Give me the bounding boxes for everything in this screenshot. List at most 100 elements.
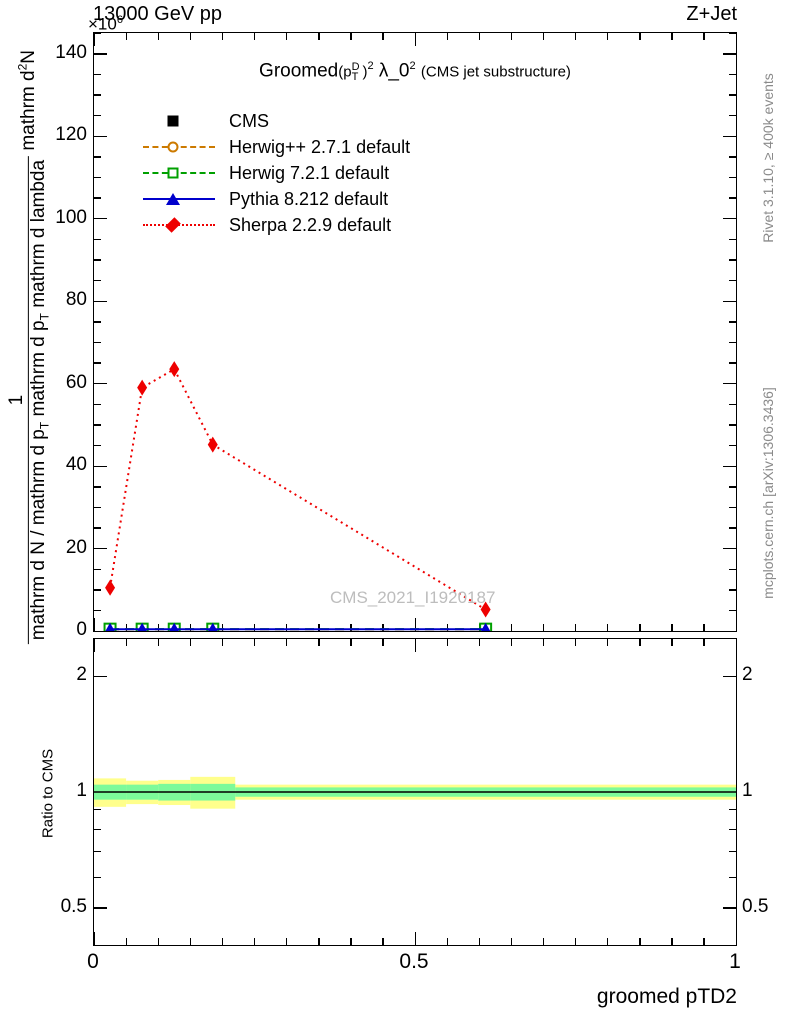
legend-entry-cms[interactable]: CMS [143,108,410,134]
tick-mark [729,114,736,117]
mcplots-reference-annotation: mcplots.cern.ch [arXiv:1306.3436] [760,387,776,599]
tick-mark [189,624,192,631]
tick-mark [723,465,736,467]
tick-mark [478,33,481,40]
legend-key-pythia [143,186,215,212]
y-axis-fraction-denominator: mathrm d N / mathrm d pT mathrm d pT mat… [27,156,52,644]
legend-entry-herwig7[interactable]: Herwig 7.2.1 default [143,160,410,186]
tick-mark [729,321,736,323]
tick-mark [94,876,101,879]
ratio-inner-band [126,784,159,800]
tick-mark [723,53,736,55]
ratio-inner-band [158,783,191,801]
tick-mark [94,403,101,406]
plot-title-sup-2b: 2 [409,60,416,72]
y-axis-one: 1 [5,394,27,406]
tick-mark [125,639,127,646]
ratio-y-tick-label: 0.5 [60,895,87,917]
tick-mark [729,156,736,158]
tick-mark [94,609,101,612]
main-y-tick-label: 40 [65,454,87,476]
legend-label-herwigpp: Herwig++ 2.7.1 default [229,136,411,157]
square-filled-marker [136,624,148,631]
tick-mark [221,33,224,40]
tick-mark [94,907,107,909]
ratio-plot-data-layer [94,776,736,809]
circle-open-marker [168,623,181,631]
tick-mark [735,618,736,631]
tick-mark [510,624,513,631]
plot-title-main: Groomed [259,60,339,82]
legend-label-cms: CMS [229,110,269,131]
tick-mark [414,932,416,945]
legend-entry-sherpa[interactable]: Sherpa 2.2.9 default [143,212,410,238]
ratio-plot-panel [93,638,737,946]
main-y-tick-label: 120 [55,124,87,146]
tick-mark [94,589,101,591]
legend-entry-pythia[interactable]: Pythia 8.212 default [143,186,410,212]
x-axis-title: groomed pTD2 [596,985,737,1008]
legend-label-herwig7: Herwig 7.2.1 default [229,162,390,183]
tick-mark [729,809,736,811]
diamond-filled-marker [207,436,218,453]
tick-mark [723,548,736,550]
tick-mark [94,362,101,364]
tick-mark [94,33,95,46]
square-open-marker [103,622,117,631]
tick-mark [94,809,101,811]
legend-key-herwig7 [143,160,215,186]
tick-mark [723,630,736,631]
tick-mark [729,279,736,282]
tick-mark [735,932,736,945]
tick-mark [703,639,705,646]
tick-mark [639,938,641,945]
tick-mark [94,527,101,529]
ratio-inner-band [190,783,236,801]
tick-mark [350,624,352,631]
tick-mark [221,624,224,631]
series-line [109,367,487,611]
tick-mark [94,424,101,426]
diamond-filled-marker [105,579,116,596]
legend-label-sherpa: Sherpa 2.2.9 default [229,214,392,235]
tick-mark [94,383,107,385]
y-axis-num-sup: 2 [15,63,30,71]
tick-mark [221,639,224,646]
ratio-outer-band [190,776,236,809]
tick-mark [446,639,448,646]
tick-mark [94,639,95,652]
main-y-axis-title: 1 mathrm d N / mathrm d pT mathrm d pT m… [5,37,52,657]
tick-mark [607,938,609,945]
tick-mark [157,624,160,631]
tick-mark [639,624,641,631]
y-axis-fraction-numerator: 1 [5,155,29,645]
square-filled-marker [104,624,116,631]
tick-mark [254,624,256,631]
y-axis-den-a: mathrm d N / mathrm d p [27,429,49,641]
tick-mark [723,135,736,137]
y-axis-den-sub2: T [37,313,52,321]
tick-mark [575,639,577,646]
triangle-filled-marker [480,622,491,631]
tick-mark [723,907,736,909]
series-cms [104,624,492,631]
tick-mark [318,624,320,631]
dashed-line-icon [143,146,215,148]
tick-mark [703,624,705,631]
ratio-outer-band [158,779,191,806]
tick-mark [94,300,107,302]
tick-mark [350,639,352,646]
tick-mark [671,33,673,40]
tick-mark [94,851,101,853]
plot-title-paren-open: (p [338,63,352,81]
square-open-marker [206,622,220,631]
tick-mark [729,197,736,199]
tick-mark [94,341,101,344]
tick-mark [703,33,705,40]
tick-mark [729,424,736,426]
circle-open-icon [167,141,179,153]
tick-mark [94,135,107,137]
tick-mark [510,639,513,646]
legend-entry-herwigpp[interactable]: Herwig++ 2.7.1 default [143,134,410,160]
tick-mark [286,33,288,40]
